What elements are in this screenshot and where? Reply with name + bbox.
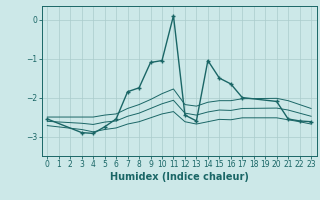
- X-axis label: Humidex (Indice chaleur): Humidex (Indice chaleur): [110, 172, 249, 182]
